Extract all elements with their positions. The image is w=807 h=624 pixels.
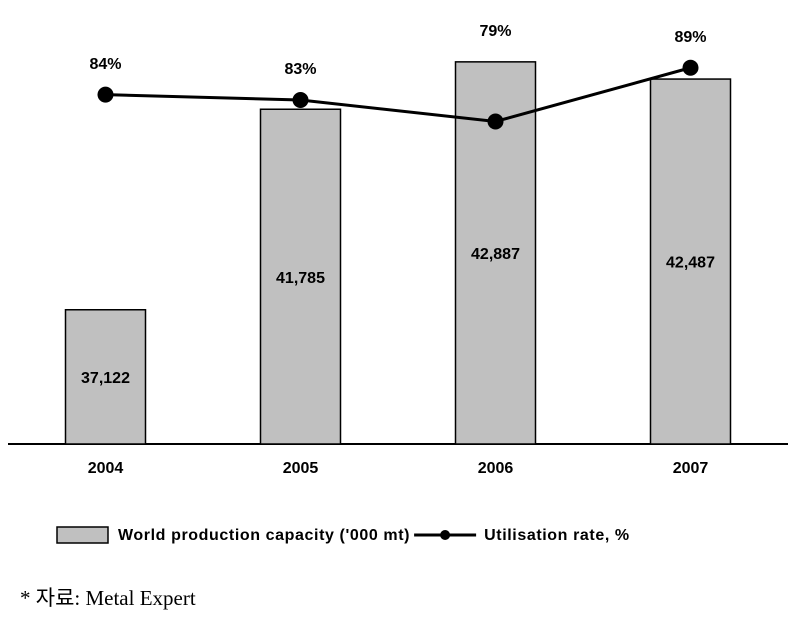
line-value-label: 83% (284, 61, 316, 78)
line-value-label: 89% (674, 29, 706, 46)
x-tick-label: 2007 (673, 460, 709, 477)
line-value-label: 79% (479, 23, 511, 40)
line (105, 66, 691, 124)
line-marker (682, 59, 699, 76)
bar (64, 309, 147, 445)
bar-value-label: 42,487 (666, 255, 715, 272)
line-marker (487, 113, 504, 130)
bar (649, 78, 732, 445)
bar-value-label: 41,785 (276, 270, 325, 287)
legend-swatch (56, 526, 109, 544)
x-tick-label: 2005 (283, 460, 319, 477)
x-tick-label: 2004 (88, 460, 124, 477)
legend-label: Utilisation rate, % (484, 527, 630, 544)
bar (454, 61, 537, 445)
line-marker (97, 86, 114, 103)
legend-label: World production capacity ('000 mt) (118, 527, 410, 544)
line-value-label: 84% (89, 56, 121, 73)
x-tick-label: 2006 (478, 460, 514, 477)
bar (259, 108, 342, 445)
bar-value-label: 37,122 (81, 370, 130, 387)
legend-marker (440, 530, 451, 540)
line-marker (292, 92, 309, 108)
source-note: * 자료: Metal Expert (20, 586, 196, 610)
bar-value-label: 42,887 (471, 246, 520, 263)
